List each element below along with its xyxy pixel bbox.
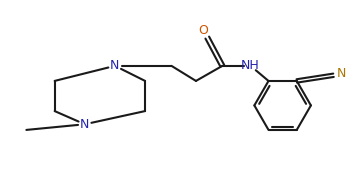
Text: N: N xyxy=(337,67,346,80)
Text: N: N xyxy=(80,118,90,131)
Text: NH: NH xyxy=(241,59,260,72)
Text: N: N xyxy=(110,59,120,72)
Text: O: O xyxy=(198,24,208,37)
